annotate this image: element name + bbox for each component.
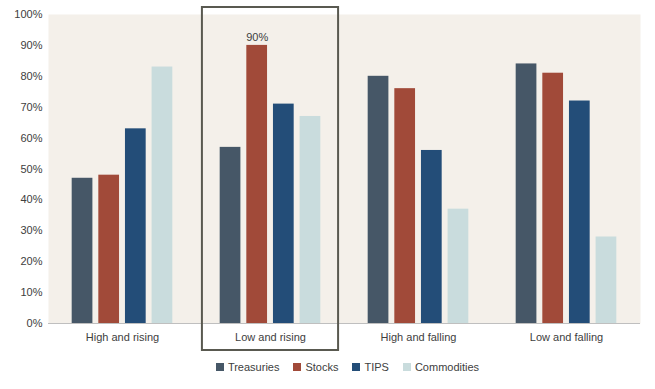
svg-text:10%: 10%	[20, 286, 42, 298]
svg-text:90%: 90%	[20, 39, 42, 51]
svg-text:100%: 100%	[14, 8, 42, 20]
svg-text:30%: 30%	[20, 224, 42, 236]
svg-text:90%: 90%	[246, 31, 268, 43]
svg-text:60%: 60%	[20, 132, 42, 144]
svg-text:40%: 40%	[20, 193, 42, 205]
svg-text:70%: 70%	[20, 101, 42, 113]
html-text:Treasuries: Treasuries	[227, 361, 280, 373]
svg-text:High and falling: High and falling	[381, 331, 457, 343]
html-text:Commodities: Commodities	[414, 361, 480, 373]
html-text:Stocks: Stocks	[305, 361, 339, 373]
svg-text:20%: 20%	[20, 255, 42, 267]
svg-text:0%: 0%	[27, 317, 43, 329]
svg-text:50%: 50%	[20, 163, 42, 175]
svg-text:Low and rising: Low and rising	[235, 331, 306, 343]
svg-text:Low and falling: Low and falling	[530, 331, 603, 343]
svg-text:High and rising: High and rising	[86, 331, 159, 343]
html-text:TIPS: TIPS	[364, 361, 389, 373]
svg-text:80%: 80%	[20, 70, 42, 82]
